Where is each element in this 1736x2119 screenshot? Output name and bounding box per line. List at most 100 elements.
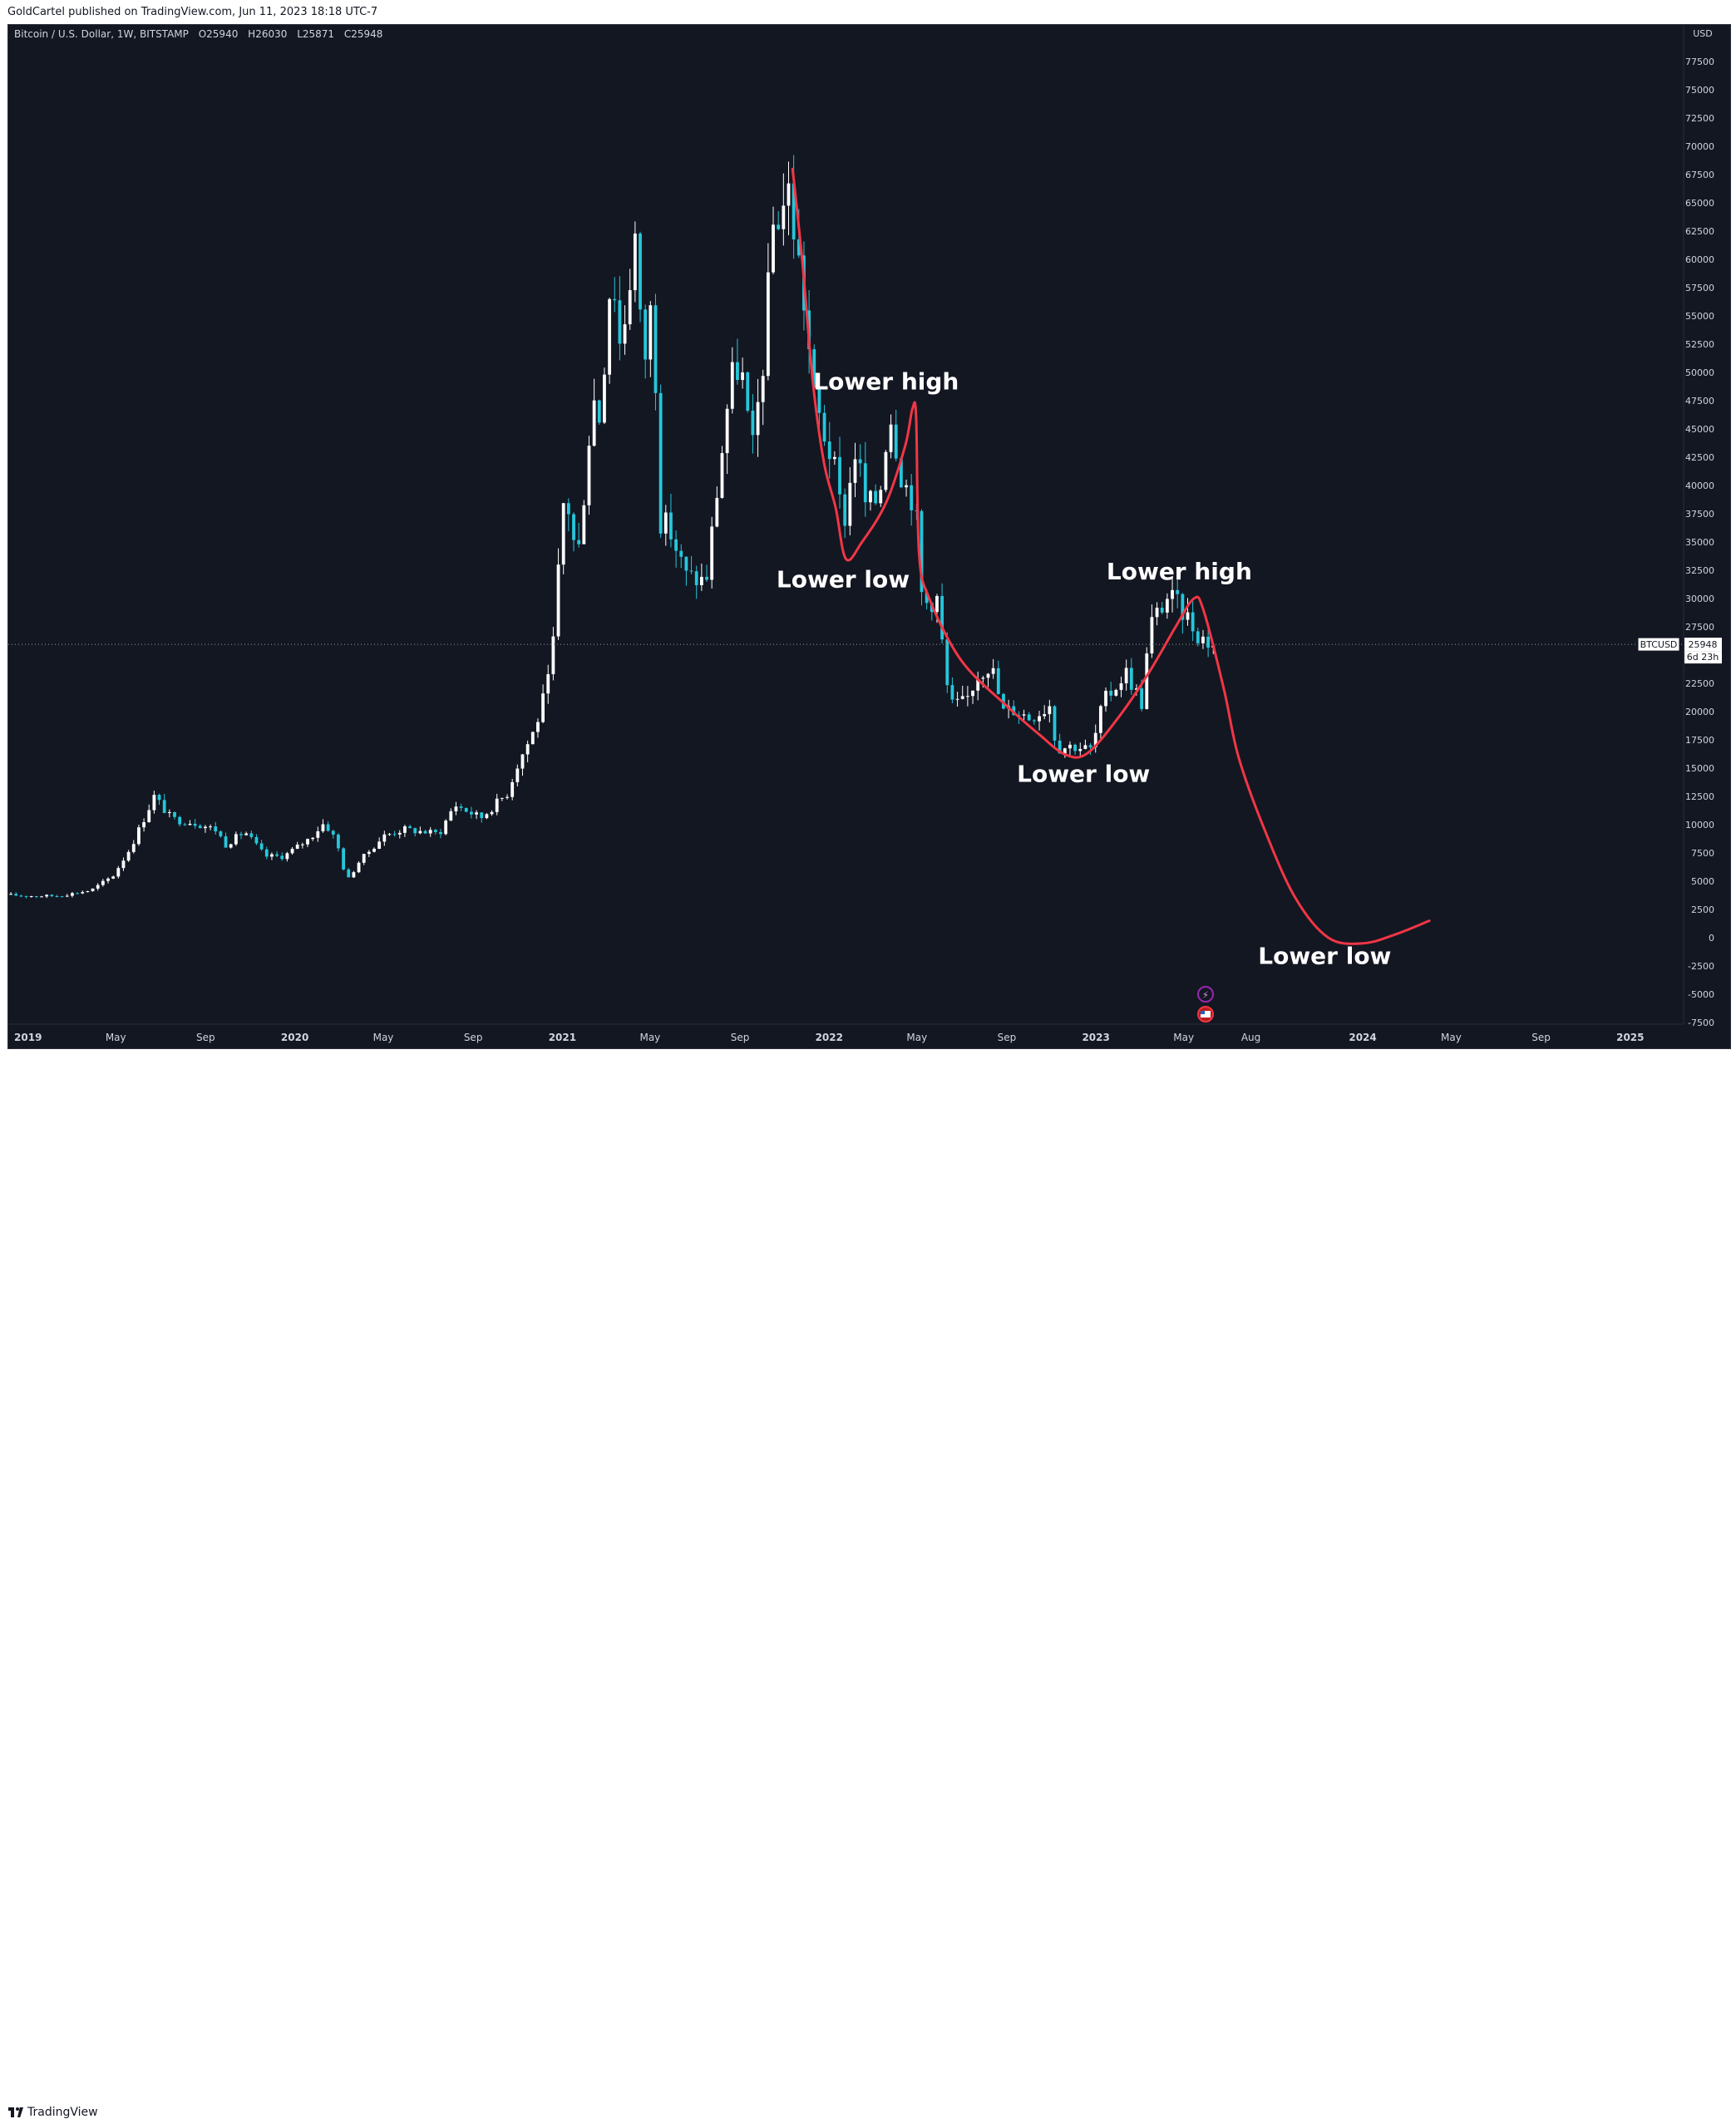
time-tick-label: Aug — [1241, 1032, 1260, 1043]
candle — [275, 851, 279, 858]
price-tick-label: 40000 — [1685, 480, 1714, 491]
candle-body — [633, 233, 637, 291]
candle-body — [1135, 688, 1138, 690]
price-tick-label: 30000 — [1685, 594, 1714, 604]
symbol-legend[interactable]: Bitcoin / U.S. Dollar, 1W, BITSTAMP O259… — [14, 28, 389, 40]
candle-body — [506, 796, 509, 798]
candle — [173, 811, 176, 820]
candle — [879, 485, 883, 507]
candle-body — [1073, 744, 1078, 752]
candle-body — [674, 539, 678, 551]
candle-body — [29, 896, 33, 898]
candle-body — [1104, 690, 1107, 707]
chart-frame[interactable] — [7, 24, 1731, 1049]
candle-body — [439, 831, 442, 835]
candle-body — [60, 896, 64, 898]
price-tick-label: 72500 — [1685, 113, 1714, 124]
candle-body — [86, 891, 90, 893]
candle — [960, 685, 964, 700]
candle — [50, 894, 54, 898]
us-flag-icon — [1201, 1011, 1211, 1018]
candle-body — [275, 854, 279, 856]
candle — [705, 564, 708, 582]
candle-body — [971, 690, 974, 697]
price-tick-label: 27500 — [1685, 622, 1714, 633]
candle-body — [848, 482, 852, 526]
price-tick-label: 22500 — [1685, 678, 1714, 689]
candle — [863, 441, 867, 517]
ohlc-close: C25948 — [343, 28, 383, 40]
candle — [1160, 601, 1164, 615]
candle-body — [536, 722, 540, 732]
candle — [1124, 659, 1128, 691]
candle — [603, 367, 606, 425]
candle — [60, 895, 64, 898]
price-chart[interactable]: Lower high Lower low Lower high Lower low Lo… — [0, 0, 1736, 1078]
candle — [853, 442, 857, 498]
candle — [996, 660, 1000, 695]
candle — [300, 842, 304, 849]
candle-body — [423, 830, 427, 834]
candle — [157, 793, 161, 806]
candle-body — [1109, 690, 1113, 696]
price-tick-label: 35000 — [1685, 537, 1714, 548]
candle — [920, 509, 924, 606]
candle-body — [367, 851, 371, 855]
time-tick-label: May — [373, 1032, 394, 1043]
candle-body — [920, 510, 924, 593]
candle — [167, 809, 171, 818]
tradingview-logo[interactable]: TradingView — [8, 2106, 98, 2119]
candle — [976, 671, 980, 701]
candle-body — [874, 490, 878, 504]
candle — [618, 276, 622, 361]
candle-body — [76, 893, 79, 894]
candle — [520, 754, 525, 776]
dividend-event-icon[interactable] — [1197, 986, 1214, 1003]
candle — [669, 493, 673, 548]
candle — [1032, 718, 1036, 725]
candle-body — [173, 811, 176, 817]
candle-body — [725, 408, 729, 454]
current-price-label: 25948 — [1689, 639, 1718, 650]
candle-body — [254, 836, 259, 844]
candle-body — [910, 485, 914, 510]
price-tick-label: 55000 — [1685, 311, 1714, 322]
event-markers: ⚡ — [1197, 986, 1214, 1023]
candle — [331, 829, 335, 839]
candle-body — [827, 441, 831, 460]
candle — [1043, 705, 1047, 720]
candle — [653, 293, 658, 411]
candle-body — [50, 894, 54, 896]
candle — [869, 489, 872, 511]
candle-body — [669, 512, 673, 540]
candle — [234, 831, 238, 846]
candle — [894, 410, 898, 461]
candle-body — [1160, 608, 1164, 613]
candle-body — [1027, 714, 1031, 721]
candle-body — [285, 853, 289, 860]
candle-body — [495, 798, 499, 812]
candle — [244, 831, 249, 836]
candle — [577, 522, 581, 548]
candle-body — [613, 298, 617, 301]
candle-body — [433, 830, 437, 832]
candle-body — [741, 372, 745, 381]
candle — [525, 740, 530, 762]
candle-body — [96, 885, 100, 889]
candle — [551, 627, 555, 681]
candle-body — [65, 895, 69, 897]
candle — [561, 502, 565, 574]
candle-body — [224, 836, 228, 848]
candle-body — [377, 841, 382, 850]
candle — [766, 243, 770, 381]
ohlc-open: O25940 — [198, 28, 239, 40]
candle — [480, 812, 484, 823]
candle-body — [152, 795, 156, 811]
candle-body — [1206, 636, 1211, 648]
candle-body — [500, 797, 504, 799]
candle — [694, 565, 698, 599]
candle — [382, 830, 387, 846]
candle — [822, 405, 826, 446]
candle — [1129, 658, 1133, 695]
price-label: BTCUSD 25948 6d 23h — [1637, 637, 1722, 664]
